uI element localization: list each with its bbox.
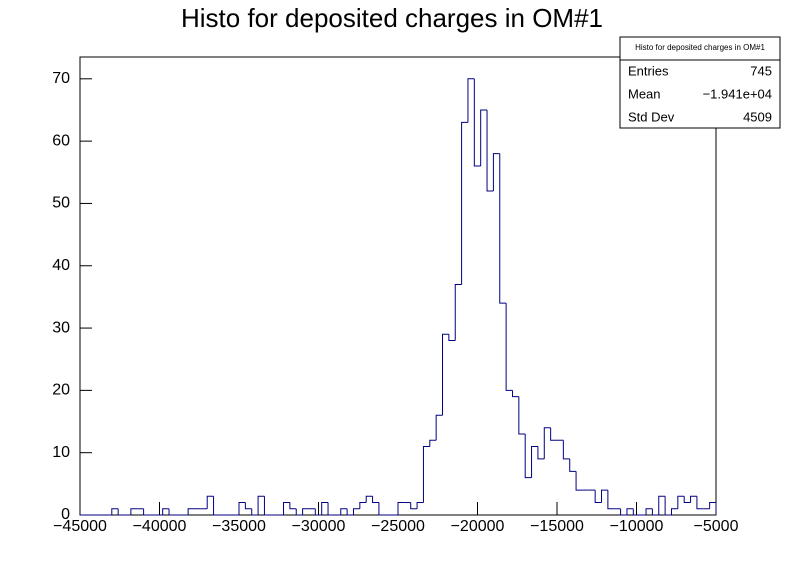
histogram-bin xyxy=(410,502,418,510)
histogram-bin xyxy=(352,508,360,515)
histogram-bin xyxy=(575,471,583,491)
histogram-bin xyxy=(454,283,462,341)
x-tick-label: −45000 xyxy=(53,518,107,535)
histogram-bin xyxy=(206,495,214,509)
y-tick-label: 50 xyxy=(52,195,70,212)
y-tick-label: 30 xyxy=(52,319,70,336)
histogram-bin xyxy=(378,502,386,516)
histogram-bin xyxy=(295,508,303,516)
x-tick-label: −30000 xyxy=(292,518,346,535)
y-tick-label: 60 xyxy=(52,132,70,149)
stats-box: Histo for deposited charges in OM#1 Entr… xyxy=(619,36,781,129)
histogram-bin xyxy=(645,508,653,515)
y-tick-label: 70 xyxy=(52,70,70,87)
histogram-bin xyxy=(601,489,608,503)
histogram-bin xyxy=(244,502,252,510)
histogram-bin xyxy=(238,502,246,515)
histogram-bin xyxy=(213,496,220,516)
x-tick-label: −40000 xyxy=(133,518,187,535)
stats-label: Entries xyxy=(628,63,669,78)
histogram-bin xyxy=(372,496,379,504)
histogram-bin xyxy=(327,502,335,516)
histogram-bin xyxy=(435,414,443,441)
x-tick-label: −5000 xyxy=(694,518,739,535)
histogram-bin xyxy=(162,508,170,515)
histogram-bin xyxy=(505,303,513,391)
y-tick-label: 20 xyxy=(52,382,70,399)
chart-title: Histo for deposited charges in OM#1 xyxy=(181,3,603,33)
histogram-bin xyxy=(359,502,367,509)
histogram-bin xyxy=(543,427,551,459)
histogram-bin xyxy=(289,502,297,510)
histogram-bin xyxy=(690,495,697,503)
histogram-bin xyxy=(677,495,685,509)
x-tick-label: −20000 xyxy=(451,518,505,535)
histogram-bin xyxy=(321,502,329,515)
histogram-bin xyxy=(658,495,666,515)
histogram-bin xyxy=(365,495,373,503)
histogram-bin xyxy=(117,508,125,516)
histogram-bin xyxy=(251,508,259,516)
histogram-bin xyxy=(569,458,577,472)
x-tick-label: −15000 xyxy=(530,518,584,535)
histogram-bin xyxy=(130,508,138,515)
histogram-bin xyxy=(442,333,449,416)
histogram-bin xyxy=(550,427,557,441)
histogram-bin xyxy=(187,508,195,515)
histogram-bin xyxy=(620,508,627,516)
stats-label: Mean xyxy=(628,86,661,101)
x-tick-label: −25000 xyxy=(371,518,425,535)
histogram-bin xyxy=(486,109,494,192)
histogram-bin xyxy=(314,508,322,516)
histogram-bin xyxy=(422,445,430,503)
histogram-bin xyxy=(346,508,354,516)
histogram-bin xyxy=(448,334,456,342)
histogram-bin xyxy=(632,508,640,516)
stats-title: Histo for deposited charges in OM#1 xyxy=(635,43,765,52)
stats-value: 4509 xyxy=(743,109,772,124)
y-tick-label: 40 xyxy=(52,257,70,274)
histogram-bin xyxy=(537,446,545,460)
histogram-bin xyxy=(168,508,176,516)
histogram-bin xyxy=(416,502,424,509)
histogram-bin xyxy=(492,153,500,191)
y-tick-label: 10 xyxy=(52,444,70,461)
x-tick-label: −10000 xyxy=(610,518,664,535)
histogram-bin xyxy=(594,490,602,504)
histogram-bin xyxy=(709,502,717,515)
histogram-bin xyxy=(461,121,468,285)
histogram-bin xyxy=(143,508,150,516)
stats-label: Std Dev xyxy=(628,109,675,124)
histogram-bin xyxy=(664,496,672,516)
stats-value: 745 xyxy=(750,63,772,78)
histogram-bin xyxy=(467,78,475,123)
histogram-bin xyxy=(302,508,309,515)
histogram-bin xyxy=(499,153,507,304)
histogram-bin xyxy=(111,508,119,515)
histogram-bin xyxy=(651,508,659,516)
y-tick-label: 0 xyxy=(61,506,70,523)
stats-value: −1.941e+04 xyxy=(703,86,772,101)
histogram-bin xyxy=(257,495,265,515)
histogram-bin xyxy=(683,496,691,504)
histogram-bin xyxy=(480,109,488,167)
histogram-bin xyxy=(473,78,481,167)
histogram-bin xyxy=(283,502,290,515)
histogram-bin xyxy=(397,502,405,515)
histogram-bin xyxy=(340,508,348,515)
histogram-bin xyxy=(263,496,271,516)
histogram-bin xyxy=(696,496,704,510)
stats-frame xyxy=(619,36,781,129)
histogram-bin xyxy=(607,490,615,510)
histogram-bin xyxy=(511,390,519,398)
x-tick-label: −35000 xyxy=(212,518,266,535)
histogram-bin xyxy=(531,445,538,478)
histogram-bin xyxy=(524,433,532,479)
histogram-bin xyxy=(429,439,437,447)
histogram-bin xyxy=(562,440,570,460)
histogram-bin xyxy=(518,396,526,435)
histogram-bin xyxy=(670,508,678,515)
histogram-bin xyxy=(626,508,634,515)
